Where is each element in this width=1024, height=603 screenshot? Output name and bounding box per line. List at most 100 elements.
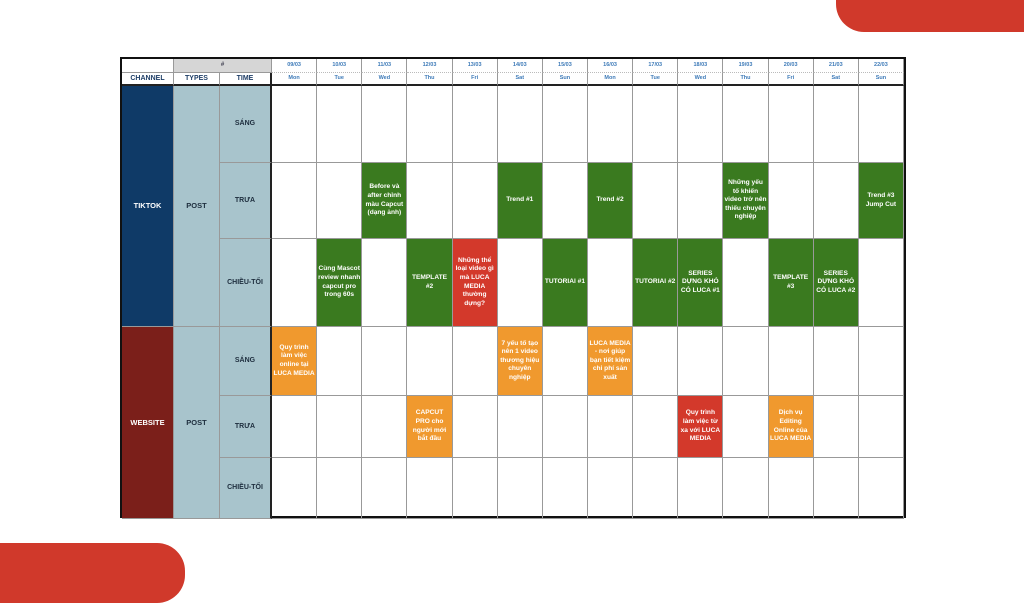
empty-slot[interactable] [813, 86, 859, 163]
empty-slot[interactable] [858, 396, 904, 458]
empty-slot[interactable] [587, 86, 634, 163]
empty-slot[interactable] [407, 458, 453, 519]
empty-slot[interactable] [362, 327, 408, 396]
schedule-post[interactable]: TUTORIAl #2 [633, 239, 679, 327]
schedule-post[interactable]: Trend #1 [497, 163, 543, 239]
empty-slot[interactable] [317, 86, 363, 163]
schedule-post[interactable]: Before và after chỉnh màu Capcut (dạng ả… [362, 163, 408, 239]
date-header: 13/03 [452, 59, 498, 73]
decorative-shape-top-right [836, 0, 1024, 32]
channel-header: CHANNEL [122, 73, 174, 86]
empty-slot[interactable] [633, 396, 679, 458]
schedule-post[interactable]: LUCA MEDIA - nơi giúp bạn tiết kiệm chi … [587, 327, 634, 396]
empty-slot[interactable] [452, 396, 498, 458]
empty-slot[interactable] [723, 86, 769, 163]
time-slot-cell: TRƯA [220, 163, 272, 239]
empty-slot[interactable] [723, 458, 769, 519]
empty-slot[interactable] [723, 239, 769, 327]
empty-slot[interactable] [272, 396, 318, 458]
empty-slot[interactable] [587, 396, 634, 458]
schedule-post[interactable]: Quy trình làm việc từ xa với LUCA MEDIA [678, 396, 724, 458]
schedule-post[interactable]: SERIES DỰNG KHÓ CÓ LUCA #2 [813, 239, 859, 327]
empty-slot[interactable] [272, 458, 318, 519]
empty-slot[interactable] [542, 86, 588, 163]
empty-slot[interactable] [272, 163, 318, 239]
schedule-post[interactable]: Cùng Mascot review nhanh capcut pro tron… [317, 239, 363, 327]
empty-slot[interactable] [362, 239, 408, 327]
empty-slot[interactable] [858, 86, 904, 163]
schedule-post[interactable]: Trend #2 [587, 163, 634, 239]
empty-slot[interactable] [317, 327, 363, 396]
schedule-post[interactable]: SERIES DỰNG KHÓ CÓ LUCA #1 [678, 239, 724, 327]
empty-slot[interactable] [633, 163, 679, 239]
empty-slot[interactable] [362, 458, 408, 519]
empty-slot[interactable] [452, 458, 498, 519]
empty-slot[interactable] [542, 458, 588, 519]
empty-slot[interactable] [813, 163, 859, 239]
empty-slot[interactable] [587, 458, 634, 519]
schedule-post[interactable]: Những thể loại video gì mà LUCA MEDIA th… [452, 239, 498, 327]
schedule-post[interactable]: Dịch vụ Editing Online của LUCA MEDIA [768, 396, 814, 458]
empty-slot[interactable] [272, 239, 318, 327]
empty-slot[interactable] [452, 327, 498, 396]
empty-slot[interactable] [678, 163, 724, 239]
empty-slot[interactable] [272, 86, 318, 163]
time-slot-cell: CHIỀU-TỐI [220, 239, 272, 327]
schedule-post[interactable]: TUTORIAl #1 [542, 239, 588, 327]
empty-slot[interactable] [362, 86, 408, 163]
schedule-post[interactable]: TEMPLATE #2 [407, 239, 453, 327]
empty-slot[interactable] [858, 327, 904, 396]
empty-slot[interactable] [542, 327, 588, 396]
time-header: TIME [220, 73, 272, 86]
empty-slot[interactable] [768, 458, 814, 519]
empty-slot[interactable] [407, 86, 453, 163]
empty-slot[interactable] [407, 163, 453, 239]
empty-slot[interactable] [497, 86, 543, 163]
empty-slot[interactable] [858, 239, 904, 327]
empty-slot[interactable] [678, 458, 724, 519]
weekday-header: Fri [452, 73, 498, 86]
schedule-post[interactable]: Trend #3 Jump Cut [858, 163, 904, 239]
schedule-post[interactable]: CAPCUT PRO cho người mới bắt đầu [407, 396, 453, 458]
empty-slot[interactable] [813, 458, 859, 519]
empty-slot[interactable] [497, 458, 543, 519]
empty-slot[interactable] [723, 396, 769, 458]
empty-slot[interactable] [317, 396, 363, 458]
empty-slot[interactable] [633, 327, 679, 396]
empty-slot[interactable] [407, 327, 453, 396]
empty-slot[interactable] [542, 163, 588, 239]
weekday-header: Wed [678, 73, 724, 86]
empty-slot[interactable] [452, 86, 498, 163]
empty-slot[interactable] [633, 458, 679, 519]
schedule-post[interactable]: Quy trình làm việc online tại LUCA MEDIA [272, 327, 318, 396]
empty-slot[interactable] [813, 396, 859, 458]
empty-slot[interactable] [497, 239, 543, 327]
channel-tiktok: TIKTOK [122, 86, 174, 327]
empty-slot[interactable] [317, 163, 363, 239]
schedule-post[interactable]: Những yếu tố khiến video trở nên thiếu c… [723, 163, 769, 239]
empty-slot[interactable] [768, 327, 814, 396]
empty-slot[interactable] [587, 239, 634, 327]
empty-slot[interactable] [678, 86, 724, 163]
empty-slot[interactable] [768, 163, 814, 239]
empty-slot[interactable] [317, 458, 363, 519]
weekday-header: Mon [272, 73, 318, 86]
weekday-header: Thu [723, 73, 769, 86]
time-slot-cell: SÁNG [220, 327, 272, 396]
empty-slot[interactable] [633, 86, 679, 163]
weekday-header: Fri [768, 73, 814, 86]
schedule-post[interactable]: TEMPLATE #3 [768, 239, 814, 327]
empty-slot[interactable] [723, 327, 769, 396]
empty-slot[interactable] [813, 327, 859, 396]
weekday-header: Wed [362, 73, 408, 86]
weekday-header: Mon [587, 73, 634, 86]
empty-slot[interactable] [858, 458, 904, 519]
schedule-post[interactable]: 7 yếu tố tạo nên 1 video thương hiệu chu… [497, 327, 543, 396]
empty-slot[interactable] [678, 327, 724, 396]
empty-slot[interactable] [452, 163, 498, 239]
empty-slot[interactable] [497, 396, 543, 458]
empty-slot[interactable] [362, 396, 408, 458]
empty-slot[interactable] [768, 86, 814, 163]
empty-slot[interactable] [542, 396, 588, 458]
weekday-header: Sun [542, 73, 588, 86]
